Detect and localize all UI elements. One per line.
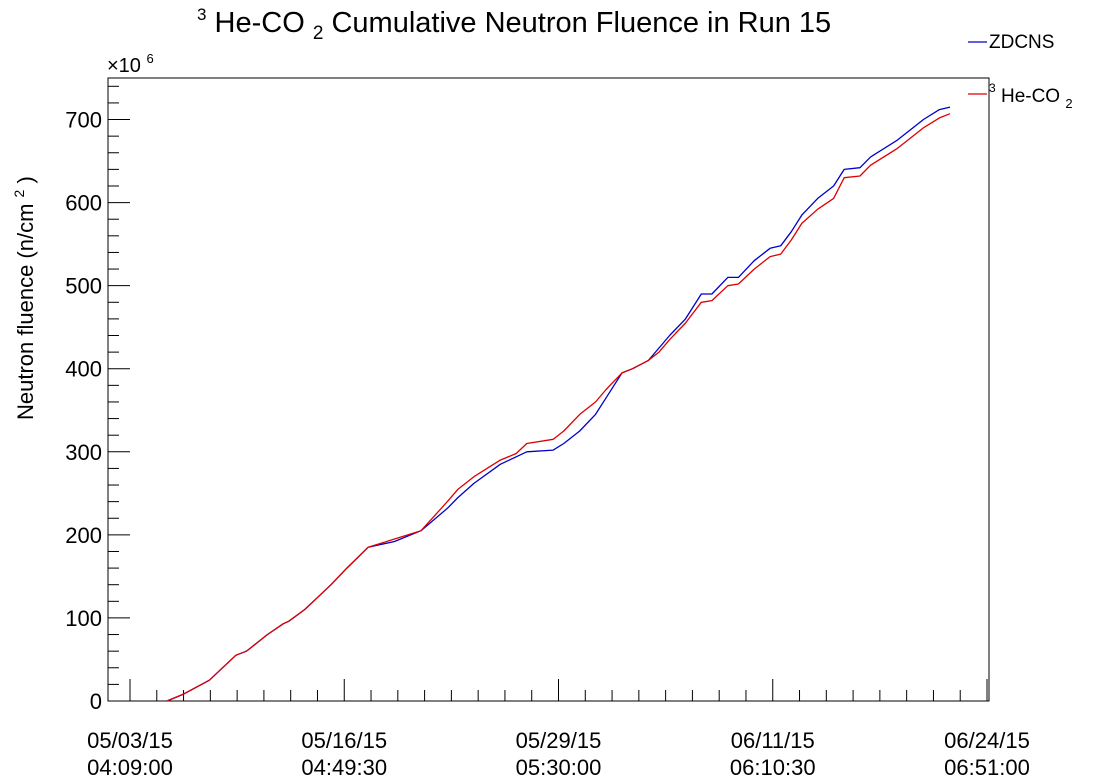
y-axis-label-main: Neutron fluence (n/cm	[13, 204, 38, 420]
title-subscript: 2	[313, 23, 324, 44]
x-tick-label-date: 05/16/15	[301, 728, 387, 753]
x-tick-label-date: 05/29/15	[516, 728, 602, 753]
x-tick-label-date: 05/03/15	[87, 728, 173, 753]
legend: ZDCNS 3 He-CO 2	[968, 32, 1073, 111]
title-rest: Cumulative Neutron Fluence in Run 15	[331, 7, 831, 39]
title-main: He-CO	[215, 7, 305, 39]
y-tick-label: 0	[90, 689, 102, 714]
legend-label-he-co2-main: He-CO	[1001, 86, 1060, 107]
x-tick-label-time: 06:51:00	[944, 755, 1030, 777]
x-tick-label-time: 04:49:30	[301, 755, 387, 777]
x-tick-label-date: 06/11/15	[731, 728, 815, 753]
x-tick-label-time: 04:09:00	[87, 755, 173, 777]
y-axis-label-sup: 2	[11, 189, 27, 197]
chart-title: 3 He-CO 2 Cumulative Neutron Fluence in …	[197, 0, 831, 46]
y-axis-label: Neutron fluence (n/cm 2 )	[4, 176, 38, 420]
series-line-zdcns	[166, 106, 951, 702]
plot-frame	[107, 77, 990, 702]
title-superscript: 3	[197, 5, 206, 24]
legend-label-he-co2: 3 He-CO 2	[989, 76, 1073, 111]
y-tick-label: 100	[65, 606, 102, 631]
x-tick-label-time: 05:30:00	[516, 755, 602, 777]
series-line-he-co2	[166, 113, 951, 702]
y-tick-label: 500	[65, 274, 102, 299]
y-tick-label: 700	[65, 108, 102, 133]
y-tick-label: 300	[65, 440, 102, 465]
axis-multiplier-base: ×10	[107, 55, 141, 77]
x-tick-label-date: 06/24/15	[944, 728, 1030, 753]
series-lines	[166, 106, 951, 702]
y-tick-label: 400	[65, 357, 102, 382]
x-tick-label-time: 06:10:30	[730, 755, 816, 777]
axis-multiplier-exp: 6	[147, 51, 154, 66]
axis-multiplier: ×10 6	[107, 51, 154, 77]
legend-label-he-co2-sup: 3	[989, 81, 996, 95]
y-ticks: 0 100 200 300 400 500 600 700	[65, 85, 130, 714]
y-tick-label: 600	[65, 191, 102, 216]
legend-label-he-co2-sub: 2	[1065, 96, 1072, 111]
legend-label-zdcns: ZDCNS	[989, 32, 1054, 53]
y-axis-label-close: )	[13, 176, 38, 183]
y-tick-label: 200	[65, 523, 102, 548]
